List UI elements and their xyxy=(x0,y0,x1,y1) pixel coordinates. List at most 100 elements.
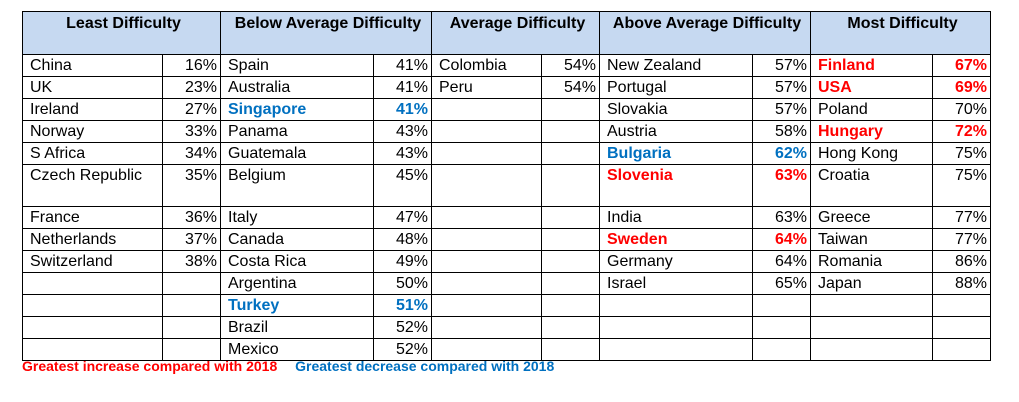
percentage-cell: 57% xyxy=(752,76,811,99)
header-least-difficulty: Least Difficulty xyxy=(22,11,221,55)
percentage-cell: 34% xyxy=(162,142,221,165)
country-name-cell: Belgium xyxy=(220,164,374,207)
table-row: Turkey 51% xyxy=(22,294,991,317)
percentage-cell xyxy=(752,294,811,317)
table-row: Norway 33% Panama 43% Austria 58% Hungary 72% xyxy=(22,120,991,143)
difficulty-table: Least Difficulty Below Average Difficult… xyxy=(22,11,991,361)
country-name-cell xyxy=(22,294,163,317)
header-average-difficulty: Average Difficulty xyxy=(431,11,600,55)
percentage-cell: 36% xyxy=(162,206,221,229)
percentage-cell: 63% xyxy=(752,164,811,207)
country-name-cell: Israel xyxy=(599,272,753,295)
country-name-cell xyxy=(431,228,542,251)
percentage-cell: 48% xyxy=(373,228,432,251)
country-name-cell: Mexico xyxy=(220,338,374,361)
country-name-cell xyxy=(599,294,753,317)
country-name-cell: Ireland xyxy=(22,98,163,121)
country-name-cell: India xyxy=(599,206,753,229)
table-row: Switzerland 38% Costa Rica 49% Germany 64% Rom… xyxy=(22,250,991,273)
legend: Greatest increase compared with 2018 Gre… xyxy=(22,358,568,374)
percentage-cell xyxy=(541,294,600,317)
country-name-cell: Guatemala xyxy=(220,142,374,165)
country-name-cell xyxy=(431,294,542,317)
percentage-cell: 41% xyxy=(373,98,432,121)
country-name-cell: Singapore xyxy=(220,98,374,121)
country-name-cell: Germany xyxy=(599,250,753,273)
percentage-cell: 57% xyxy=(752,98,811,121)
percentage-cell xyxy=(932,338,991,361)
country-name-cell: Colombia xyxy=(431,54,542,77)
country-name-cell: Greece xyxy=(810,206,933,229)
country-name-cell: Spain xyxy=(220,54,374,77)
country-name-cell: Canada xyxy=(220,228,374,251)
country-name-cell: Panama xyxy=(220,120,374,143)
country-name-cell xyxy=(431,316,542,339)
percentage-cell: 58% xyxy=(752,120,811,143)
table-row: Netherlands 37% Canada 48% Sweden 64% Taiwan 77… xyxy=(22,228,991,251)
percentage-cell: 49% xyxy=(373,250,432,273)
table-row: Czech Republic 35% Belgium 45% Slovenia 63% Cr… xyxy=(22,164,991,207)
percentage-cell: 43% xyxy=(373,120,432,143)
percentage-cell: 86% xyxy=(932,250,991,273)
percentage-cell: 33% xyxy=(162,120,221,143)
country-name-cell: Hungary xyxy=(810,120,933,143)
percentage-cell: 41% xyxy=(373,54,432,77)
country-name-cell xyxy=(431,164,542,207)
percentage-cell xyxy=(162,272,221,295)
percentage-cell: 75% xyxy=(932,142,991,165)
country-name-cell: Poland xyxy=(810,98,933,121)
country-name-cell: New Zealand xyxy=(599,54,753,77)
country-name-cell: Switzerland xyxy=(22,250,163,273)
percentage-cell: 38% xyxy=(162,250,221,273)
country-name-cell: Austria xyxy=(599,120,753,143)
header-above-average-difficulty: Above Average Difficulty xyxy=(599,11,811,55)
header-row: Least Difficulty Below Average Difficult… xyxy=(22,11,991,55)
percentage-cell: 50% xyxy=(373,272,432,295)
country-name-cell xyxy=(22,272,163,295)
percentage-cell: 62% xyxy=(752,142,811,165)
table-row: Ireland 27% Singapore 41% Slovakia 57% Poland 7… xyxy=(22,98,991,121)
percentage-cell: 67% xyxy=(932,54,991,77)
table-row: China 16% Spain 41% Colombia 54% New Zealand 57… xyxy=(22,54,991,77)
percentage-cell: 65% xyxy=(752,272,811,295)
percentage-cell: 51% xyxy=(373,294,432,317)
country-name-cell xyxy=(599,316,753,339)
country-name-cell: France xyxy=(22,206,163,229)
country-name-cell: Italy xyxy=(220,206,374,229)
table-body: China 16% Spain 41% Colombia 54% New Zealand 57… xyxy=(22,54,991,361)
country-name-cell: Peru xyxy=(431,76,542,99)
country-name-cell: Brazil xyxy=(220,316,374,339)
percentage-cell: 72% xyxy=(932,120,991,143)
percentage-cell: 47% xyxy=(373,206,432,229)
percentage-cell xyxy=(541,164,600,207)
table-row: Argentina 50% Israel 65% Japan 88% xyxy=(22,272,991,295)
percentage-cell: 64% xyxy=(752,228,811,251)
percentage-cell xyxy=(541,142,600,165)
percentage-cell: 70% xyxy=(932,98,991,121)
percentage-cell xyxy=(541,316,600,339)
country-name-cell xyxy=(22,316,163,339)
percentage-cell: 64% xyxy=(752,250,811,273)
percentage-cell xyxy=(752,316,811,339)
table-row: S Africa 34% Guatemala 43% Bulgaria 62% Hong K… xyxy=(22,142,991,165)
country-name-cell xyxy=(810,316,933,339)
country-name-cell: China xyxy=(22,54,163,77)
percentage-cell xyxy=(541,120,600,143)
legend-decrease: Greatest decrease compared with 2018 xyxy=(295,358,555,374)
country-name-cell xyxy=(431,206,542,229)
percentage-cell xyxy=(541,272,600,295)
country-name-cell xyxy=(810,338,933,361)
percentage-cell xyxy=(162,294,221,317)
country-name-cell: Argentina xyxy=(220,272,374,295)
country-name-cell: Croatia xyxy=(810,164,933,207)
percentage-cell xyxy=(932,316,991,339)
table-row: UK 23% Australia 41% Peru 54% Portugal 57% USA 69… xyxy=(22,76,991,99)
country-name-cell: Netherlands xyxy=(22,228,163,251)
percentage-cell xyxy=(752,338,811,361)
percentage-cell: 23% xyxy=(162,76,221,99)
percentage-cell xyxy=(541,98,600,121)
percentage-cell: 63% xyxy=(752,206,811,229)
table-row: France 36% Italy 47% India 63% Greece 77% xyxy=(22,206,991,229)
percentage-cell: 27% xyxy=(162,98,221,121)
country-name-cell: Portugal xyxy=(599,76,753,99)
